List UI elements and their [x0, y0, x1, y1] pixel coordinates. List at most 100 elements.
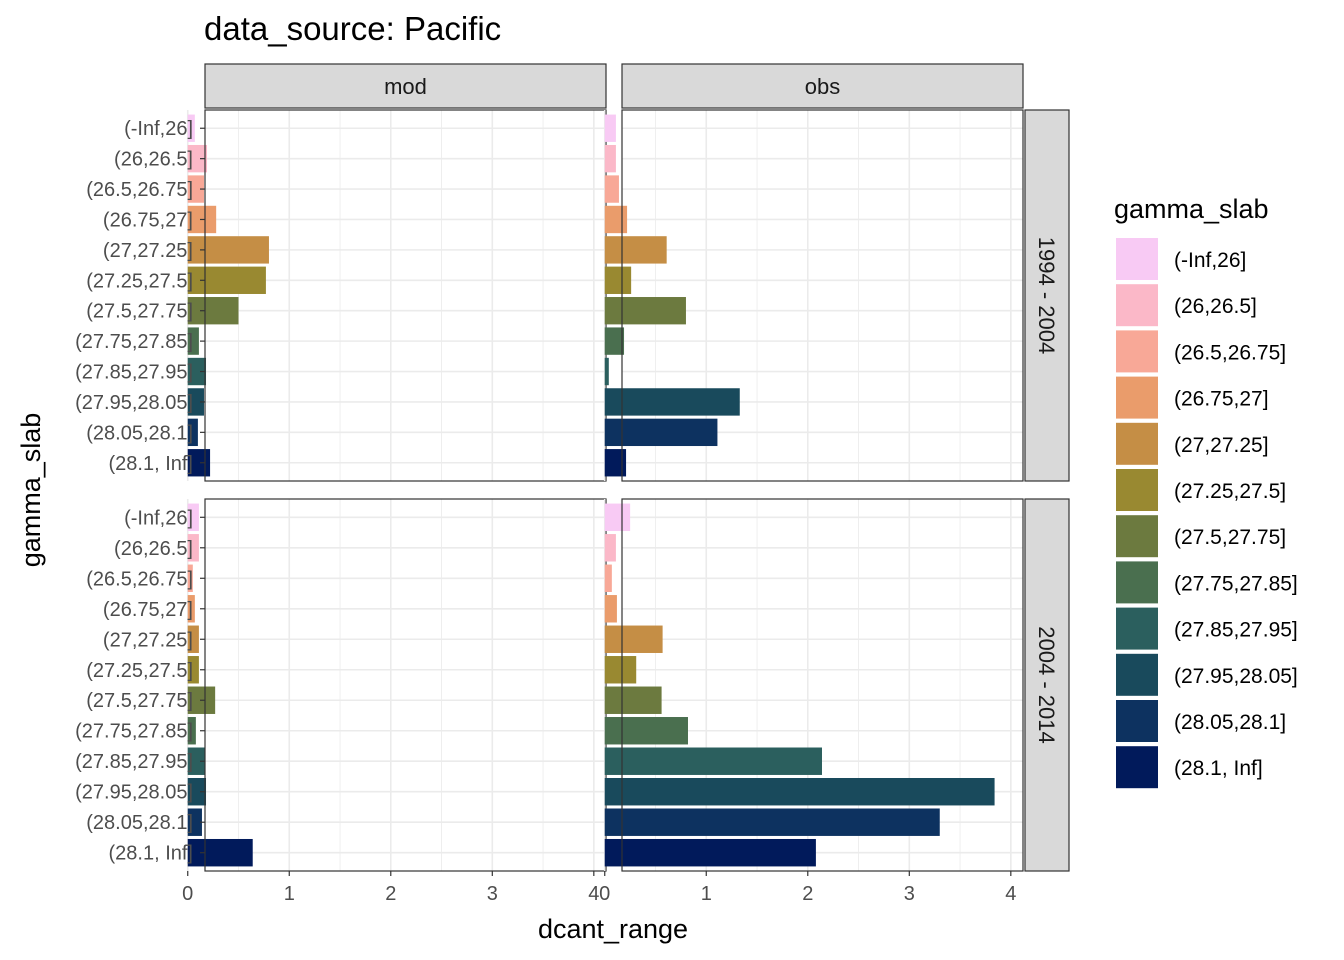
panels-layer: mod obs 1994 - 2004 2004 - 2014 (-Inf,26] (26… — [75, 63, 1070, 905]
y-tick-label: (27.5,27.75] — [86, 301, 193, 323]
y-tick-label: (27,27.25] — [103, 629, 193, 651]
bar-mod-1-2 — [187, 564, 193, 592]
bar-mod-1-9 — [187, 778, 207, 806]
y-tick-label: (27,27.25] — [103, 240, 193, 262]
panel-border — [204, 109, 607, 482]
y-tick-label: (26.5,26.75] — [86, 568, 193, 590]
bar-obs-0-8 — [604, 357, 609, 386]
x-tick-label: 0 — [182, 883, 193, 905]
bar-obs-1-8 — [604, 747, 822, 775]
bar-mod-0-10 — [187, 418, 198, 447]
legend-key-5 — [1116, 469, 1158, 511]
y-tick-label: (28.05,28.1] — [86, 812, 193, 834]
y-tick-label: (28.05,28.1] — [86, 422, 193, 444]
panel-border — [621, 498, 1024, 872]
panel-mod-1 — [186, 498, 607, 872]
legend-label-8: (27.85,27.95] — [1174, 619, 1298, 642]
legend-key-9 — [1116, 653, 1158, 696]
y-tick-label: (28.1, Inf] — [109, 453, 194, 475]
y-tick-label: (28.1, Inf] — [109, 843, 194, 865]
bar-obs-0-4 — [604, 236, 667, 264]
x-tick-label: 1 — [284, 883, 295, 905]
bar-obs-1-1 — [604, 534, 616, 562]
bar-obs-0-9 — [604, 388, 740, 416]
panel-background — [205, 110, 606, 481]
legend-label-5: (27.25,27.5] — [1174, 480, 1286, 503]
row-strip-label-1: 2004 - 2014 — [1034, 626, 1059, 743]
y-tick-label: (-Inf,26] — [124, 118, 193, 140]
row-strip-0 — [1024, 109, 1070, 482]
chart-title: data_source: Pacific — [204, 10, 501, 47]
bar-mod-1-5 — [187, 656, 199, 684]
bar-obs-1-3 — [604, 595, 617, 623]
y-tick-label: (27.85,27.95] — [75, 362, 193, 384]
y-tick-label: (-Inf,26] — [124, 507, 193, 529]
legend-label-0: (-Inf,26] — [1174, 249, 1246, 272]
legend-label-9: (27.95,28.05] — [1174, 665, 1298, 688]
y-tick-label: (27.75,27.85] — [75, 721, 193, 743]
bar-obs-1-5 — [604, 656, 637, 684]
bar-obs-1-10 — [604, 808, 940, 836]
x-tick-label: 1 — [701, 883, 712, 905]
x-tick-label: 2 — [385, 883, 396, 905]
legend-label-3: (26.75,27] — [1174, 388, 1269, 411]
bar-mod-0-6 — [187, 297, 239, 325]
legend-label-6: (27.5,27.75] — [1174, 526, 1286, 549]
bar-obs-0-3 — [604, 205, 628, 234]
legend-key-0 — [1116, 238, 1158, 280]
col-strip-label-mod: mod — [384, 74, 427, 99]
legend-label-4: (27,27.25] — [1174, 434, 1269, 457]
bar-mod-1-4 — [187, 625, 199, 653]
row-strip-label-0: 1994 - 2004 — [1034, 237, 1059, 354]
legend-key-2 — [1116, 330, 1158, 373]
x-tick-label: 3 — [904, 883, 915, 905]
legend-label-10: (28.05,28.1] — [1174, 711, 1286, 734]
bar-obs-1-7 — [604, 717, 688, 745]
bar-mod-1-8 — [187, 747, 205, 775]
legend-title: gamma_slab — [1114, 194, 1269, 224]
bar-mod-0-0 — [187, 114, 195, 142]
panel-obs-0 — [603, 109, 1024, 482]
bar-obs-0-1 — [604, 144, 616, 173]
bar-obs-0-10 — [604, 418, 718, 447]
bar-mod-1-10 — [187, 808, 202, 836]
bar-mod-0-7 — [187, 327, 199, 355]
x-axis-title: dcant_range — [538, 914, 688, 944]
bar-obs-1-11 — [604, 838, 816, 867]
bar-obs-0-11 — [604, 449, 627, 477]
bar-mod-1-0 — [187, 503, 199, 532]
legend-key-11 — [1116, 746, 1158, 789]
y-tick-label: (26.75,27] — [103, 209, 193, 231]
panel-border — [621, 109, 1024, 482]
bar-obs-0-7 — [604, 327, 625, 355]
y-tick-label: (26,26.5] — [114, 149, 193, 171]
x-tick-label: 4 — [1005, 883, 1016, 905]
panel-background — [205, 499, 606, 871]
bar-obs-1-2 — [604, 564, 612, 592]
legend-label-7: (27.75,27.85] — [1174, 572, 1298, 595]
legend-key-7 — [1116, 561, 1158, 604]
row-strip-1 — [1024, 498, 1070, 872]
bar-obs-0-6 — [604, 297, 686, 325]
bar-mod-0-4 — [187, 236, 269, 264]
x-tick-label: 0 — [599, 883, 610, 905]
bar-mod-0-9 — [187, 388, 204, 416]
legend-key-3 — [1116, 376, 1158, 419]
y-tick-label: (27.85,27.95] — [75, 751, 193, 773]
legend-key-4 — [1116, 422, 1158, 465]
x-tick-label: 2 — [802, 883, 813, 905]
legend-label-1: (26,26.5] — [1174, 295, 1257, 318]
legend-key-1 — [1116, 284, 1158, 327]
col-strip-label-obs: obs — [805, 74, 840, 99]
legend-key-8 — [1116, 607, 1158, 650]
y-tick-label: (26.75,27] — [103, 599, 193, 621]
bar-obs-0-0 — [604, 114, 616, 142]
y-tick-label: (27.95,28.05] — [75, 782, 193, 804]
legend-label-11: (28.1, Inf] — [1174, 757, 1263, 780]
legend: gamma_slab (-Inf,26] (26,26.5] (26.5,26.75… — [1114, 194, 1298, 789]
bar-obs-0-5 — [604, 266, 632, 294]
panel-obs-1 — [603, 498, 1024, 872]
y-tick-label: (27.25,27.5] — [86, 270, 193, 292]
bar-obs-1-0 — [604, 503, 631, 532]
